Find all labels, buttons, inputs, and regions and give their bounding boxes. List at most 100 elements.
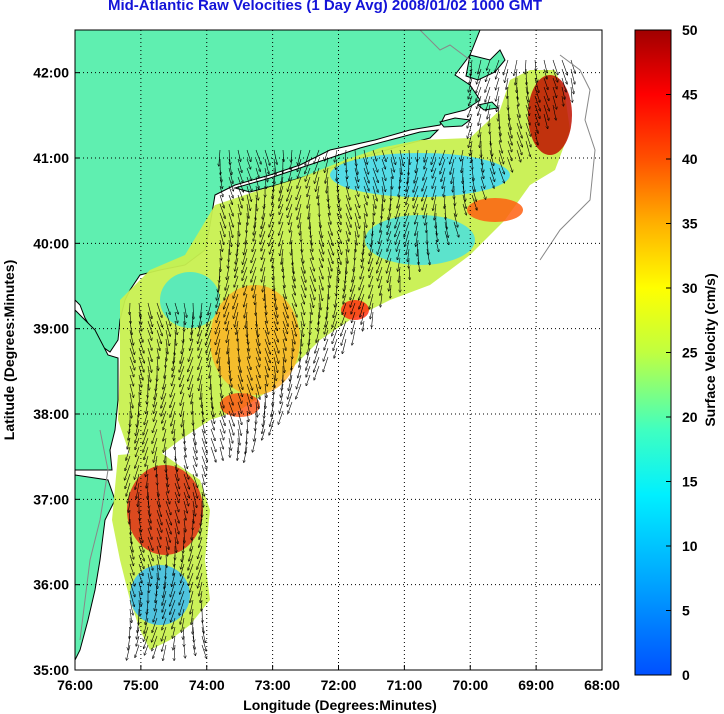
velocity-arrow (416, 158, 419, 173)
velocity-arrow (516, 140, 522, 155)
velocity-arrow (387, 230, 392, 241)
velocity-arrow (278, 410, 284, 424)
velocity-arrow (166, 347, 167, 361)
velocity-arrow (172, 356, 176, 371)
velocity-arrow (237, 410, 242, 425)
velocity-arrow (137, 617, 140, 632)
velocity-arrow (372, 167, 378, 183)
velocity-arrow (281, 383, 284, 397)
velocity-arrow (138, 347, 144, 363)
velocity-arrow (237, 212, 240, 224)
velocity-arrow (125, 473, 131, 489)
velocity-arrow (129, 536, 133, 552)
velocity-arrow (146, 473, 149, 488)
velocity-arrow (244, 239, 248, 255)
velocity-arrow (291, 329, 295, 344)
velocity-arrow (161, 392, 167, 408)
velocity-arrow (318, 266, 323, 279)
velocity-arrow (219, 419, 225, 433)
velocity-arrow (161, 401, 167, 416)
velocity-arrow (332, 320, 338, 336)
velocity-arrow (386, 248, 392, 263)
velocity-arrow (181, 383, 185, 394)
velocity-arrow (166, 464, 167, 480)
velocity-arrow (281, 248, 284, 264)
velocity-arrow (210, 401, 214, 417)
velocity-arrow (359, 293, 365, 309)
velocity-arrow (156, 464, 157, 477)
velocity-arrow (309, 275, 315, 291)
velocity-arrow (514, 59, 518, 76)
velocity-arrow (432, 167, 437, 178)
velocity-arrow (543, 104, 549, 120)
velocity-arrow (228, 221, 233, 237)
velocity-arrow (525, 86, 529, 102)
velocity-arrow (525, 95, 530, 109)
velocity-arrow (243, 275, 248, 287)
velocity-arrow (210, 392, 213, 409)
velocity-arrow (138, 302, 141, 318)
velocity-arrow (318, 248, 323, 261)
velocity-arrow (390, 284, 391, 298)
velocity-arrow (171, 410, 176, 426)
velocity-arrow (199, 374, 203, 391)
velocity-arrow (147, 329, 152, 340)
velocity-arrow (228, 158, 232, 175)
velocity-arrow (316, 176, 320, 191)
velocity-arrow (345, 239, 349, 252)
velocity-arrow (237, 149, 241, 161)
velocity-arrow (399, 176, 400, 189)
velocity-arrow (398, 185, 401, 197)
velocity-arrow (406, 185, 410, 198)
velocity-arrow (228, 257, 229, 268)
velocity-arrow (297, 158, 302, 172)
velocity-arrow (485, 77, 491, 92)
velocity-arrow (327, 203, 330, 215)
velocity-arrow (369, 275, 374, 287)
velocity-arrow (525, 131, 531, 147)
velocity-arrow (468, 131, 473, 147)
velocity-arrow (273, 266, 274, 280)
velocity-arrow (279, 194, 284, 208)
velocity-arrow (327, 266, 331, 278)
velocity-arrow (189, 545, 194, 561)
velocity-arrow (404, 212, 410, 227)
velocity-arrow (129, 563, 134, 575)
velocity-arrow (209, 356, 212, 367)
velocity-arrow (471, 59, 473, 76)
velocity-arrow (543, 68, 547, 79)
velocity-arrow (144, 410, 149, 425)
colorbar-tick-label: 45 (682, 87, 698, 103)
velocity-arrow (471, 185, 476, 201)
velocity-arrow (440, 149, 446, 165)
velocity-arrow (156, 311, 163, 327)
velocity-arrow (335, 149, 338, 162)
velocity-arrow (413, 194, 419, 208)
velocity-arrow (462, 194, 466, 208)
velocity-arrow (138, 338, 144, 353)
velocity-arrow (291, 311, 297, 327)
velocity-arrow (174, 527, 178, 544)
velocity-arrow (543, 95, 549, 111)
velocity-arrow (351, 275, 356, 291)
land-delmarva (75, 309, 119, 471)
velocity-arrow (382, 194, 383, 211)
velocity-arrow (291, 302, 297, 317)
velocity-arrow (415, 221, 419, 236)
velocity-arrow (496, 77, 500, 90)
velocity-arrow (468, 86, 473, 99)
velocity-arrow (351, 302, 356, 314)
velocity-arrow (180, 347, 185, 363)
slow-region-shelf (160, 272, 220, 328)
velocity-arrow (139, 599, 140, 616)
velocity-arrow (269, 212, 275, 227)
velocity-arrow (264, 356, 269, 370)
velocity-arrow (283, 257, 284, 272)
velocity-arrow (300, 275, 306, 290)
velocity-arrow (202, 491, 203, 507)
velocity-arrow (345, 176, 348, 189)
velocity-arrow (228, 185, 233, 198)
velocity-arrow (155, 455, 158, 470)
velocity-arrow (273, 293, 277, 310)
velocity-arrow (130, 302, 131, 314)
